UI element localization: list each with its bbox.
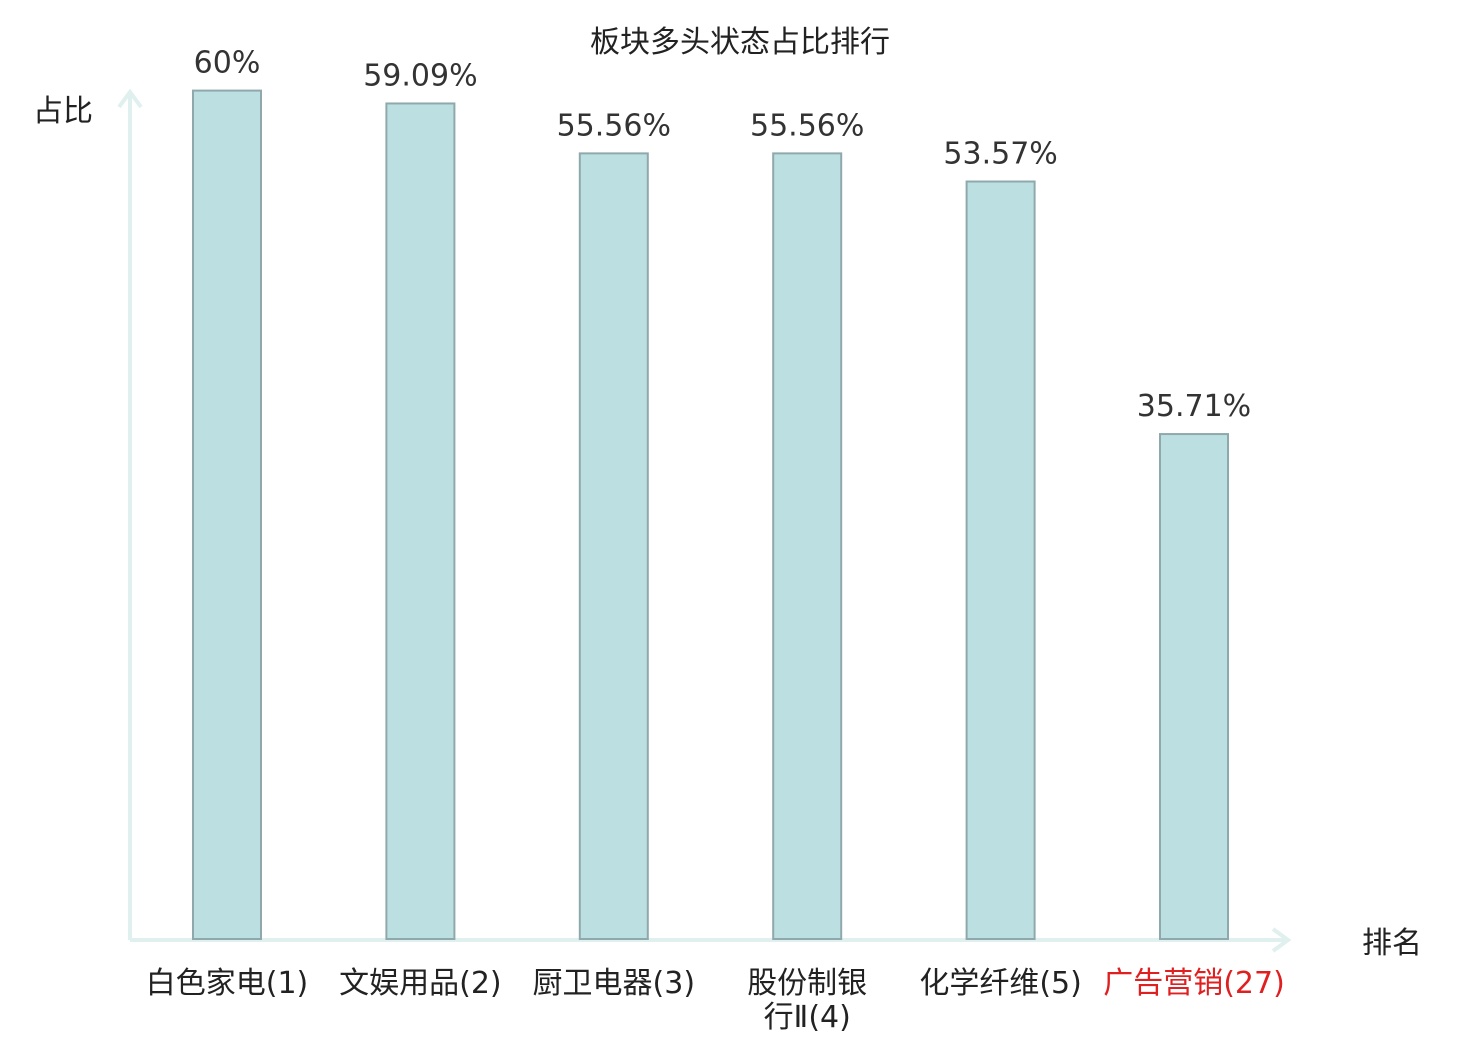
category-rank: (2) bbox=[459, 966, 502, 1001]
value-label-1: 60% bbox=[194, 46, 261, 81]
chart-title: 板块多头状态占比排行 bbox=[590, 25, 890, 60]
category-name-rest: 行Ⅱ(4) bbox=[764, 1000, 851, 1035]
x-axis-label: 排名 bbox=[1362, 926, 1422, 961]
value-label-5: 53.57% bbox=[943, 137, 1057, 172]
category-name: 股份制银 bbox=[747, 966, 867, 1001]
category-rank: (5) bbox=[1039, 966, 1082, 1001]
value-label-4: 55.56% bbox=[750, 108, 864, 143]
category-label-4: 股份制银行Ⅱ(4) bbox=[747, 966, 867, 1035]
y-axis-arrow-icon bbox=[117, 88, 143, 109]
value-label-3: 55.56% bbox=[557, 108, 671, 143]
bar-1 bbox=[192, 89, 262, 941]
category-label-2: 文娱用品(2) bbox=[339, 966, 502, 1001]
category-name: 白色家电 bbox=[146, 966, 266, 1001]
bar-3 bbox=[578, 152, 649, 941]
x-axis-arrow-icon bbox=[1271, 927, 1292, 953]
bar-5 bbox=[965, 180, 1036, 940]
category-name: 厨卫电器 bbox=[533, 966, 653, 1001]
category-rank: (1) bbox=[266, 966, 309, 1001]
category-rank: (3) bbox=[653, 966, 696, 1001]
category-label-5: 化学纤维(5) bbox=[919, 966, 1082, 1001]
category-label-3: 厨卫电器(3) bbox=[533, 966, 696, 1001]
bar-4 bbox=[772, 152, 843, 941]
bar-6 bbox=[1159, 433, 1229, 940]
value-label-6: 35.71% bbox=[1137, 389, 1251, 424]
category-label-6: 广告营销(27) bbox=[1103, 966, 1285, 1001]
category-rank: (27) bbox=[1223, 966, 1285, 1001]
y-axis-label: 占比 bbox=[33, 94, 93, 129]
category-name: 文娱用品 bbox=[339, 966, 459, 1001]
category-name: 化学纤维 bbox=[919, 966, 1039, 1001]
bar-2 bbox=[385, 102, 456, 940]
category-name: 广告营销 bbox=[1103, 966, 1223, 1001]
category-label-1: 白色家电(1) bbox=[146, 966, 309, 1001]
value-label-2: 59.09% bbox=[363, 58, 477, 93]
bar-series: 60% 白色家电(1) 59.09% 文娱用品(2) 55.56% 厨卫电器(3) 55.5… bbox=[146, 46, 1285, 1035]
